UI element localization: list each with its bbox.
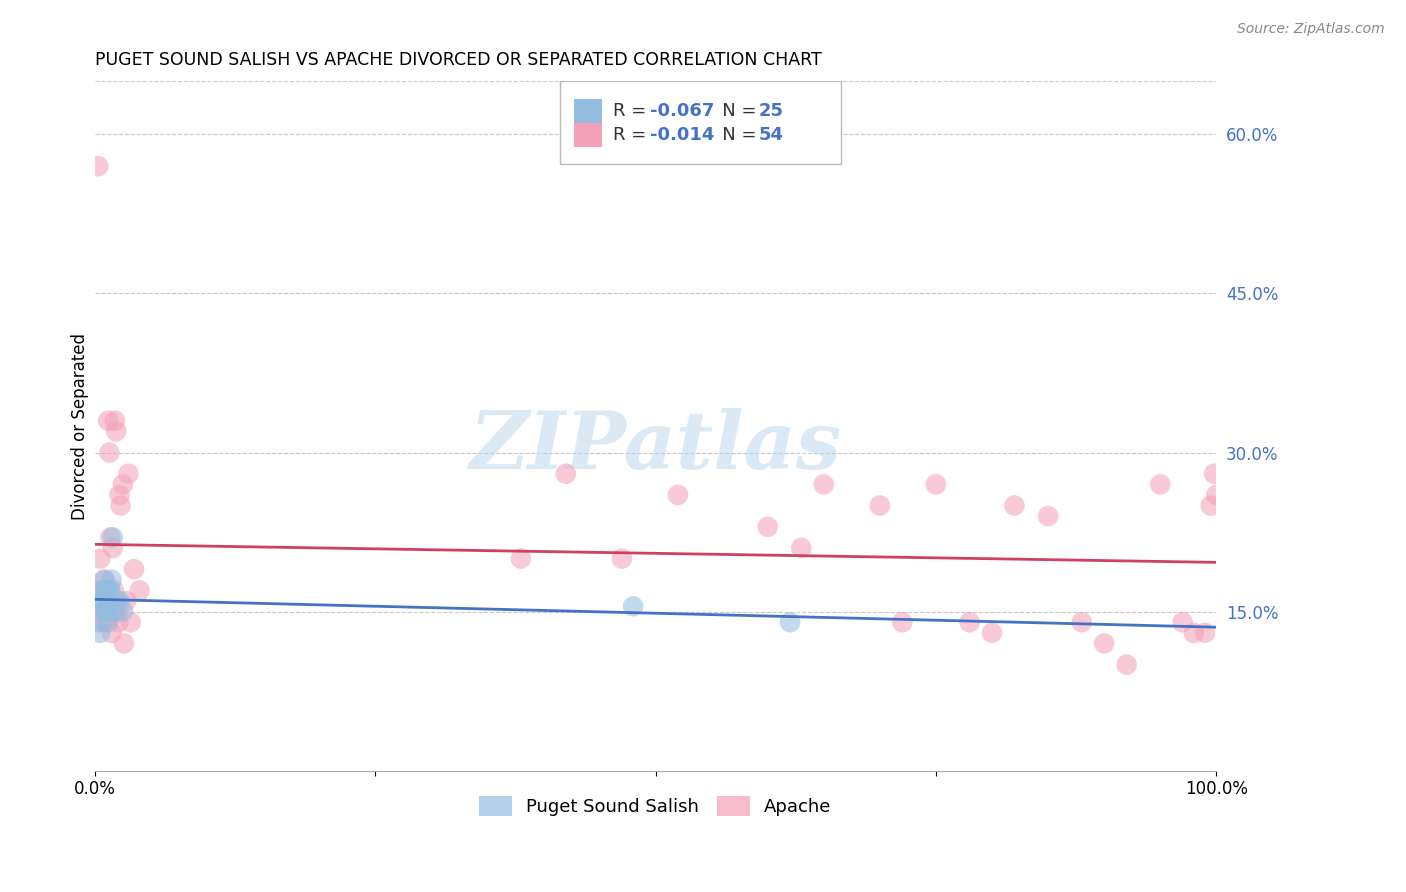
Point [94,594,117,608]
Point [128,583,150,598]
Point [93,605,115,619]
Point [510,551,533,566]
Point [101,605,124,619]
Point [111,605,134,619]
Point [107,615,129,630]
Point [554,467,576,481]
Point [100,583,122,598]
Point [105,425,128,439]
Point [97,615,120,630]
Point [90,583,112,598]
Point [115,594,138,608]
Text: 25: 25 [759,102,783,120]
Point [97,414,120,428]
Point [1199,499,1222,513]
Point [104,414,127,428]
Point [91,594,114,608]
Point [101,530,124,544]
Point [89,605,111,619]
Point [790,541,813,555]
Point [94,605,117,619]
Point [112,636,135,650]
Point [93,605,115,619]
Point [959,615,981,630]
Point [105,594,128,608]
Point [87,159,110,173]
Point [122,562,145,576]
Text: PUGET SOUND SALISH VS APACHE DIVORCED OR SEPARATED CORRELATION CHART: PUGET SOUND SALISH VS APACHE DIVORCED OR… [94,51,821,69]
Point [111,477,134,491]
Point [105,605,128,619]
Point [100,573,122,587]
Text: -0.067: -0.067 [650,102,714,120]
Text: R =: R = [613,126,652,144]
Point [925,477,948,491]
Point [98,583,121,598]
Point [120,615,142,630]
Text: -0.014: -0.014 [650,126,714,144]
Point [1182,625,1205,640]
Point [96,594,118,608]
Point [117,467,139,481]
Point [94,583,117,598]
Y-axis label: Divorced or Separated: Divorced or Separated [72,333,89,519]
Point [108,594,131,608]
Point [981,625,1004,640]
Point [1002,499,1025,513]
Text: Source: ZipAtlas.com: Source: ZipAtlas.com [1237,22,1385,37]
Point [1149,477,1171,491]
Point [103,583,125,598]
Point [1205,488,1227,502]
Point [779,615,801,630]
Text: ZIPatlas: ZIPatlas [470,408,842,485]
Point [94,573,117,587]
Point [87,615,110,630]
Point [666,488,689,502]
Point [1070,615,1092,630]
Point [1115,657,1137,672]
Point [89,551,111,566]
Point [94,583,117,598]
Point [1194,625,1216,640]
Point [110,499,132,513]
Point [891,615,914,630]
Point [1171,615,1194,630]
Point [94,615,117,630]
Point [756,520,779,534]
Point [98,594,121,608]
Point [100,625,122,640]
FancyBboxPatch shape [560,81,841,164]
Point [610,551,633,566]
Point [93,573,115,587]
FancyBboxPatch shape [574,99,602,123]
Point [100,530,122,544]
Text: N =: N = [704,126,762,144]
FancyBboxPatch shape [574,123,602,147]
Point [1092,636,1115,650]
Point [94,583,117,598]
Point [621,599,644,614]
Point [91,615,114,630]
Point [101,541,124,555]
Text: N =: N = [704,102,762,120]
Point [1036,509,1059,524]
Point [98,445,121,459]
Point [97,594,120,608]
Legend: Puget Sound Salish, Apache: Puget Sound Salish, Apache [472,789,839,823]
Point [869,499,891,513]
Point [96,605,118,619]
Point [813,477,835,491]
Point [1202,467,1225,481]
Point [96,605,118,619]
Text: 54: 54 [759,126,783,144]
Point [104,605,127,619]
Point [90,583,112,598]
Text: R =: R = [613,102,652,120]
Point [89,625,111,640]
Point [108,488,131,502]
